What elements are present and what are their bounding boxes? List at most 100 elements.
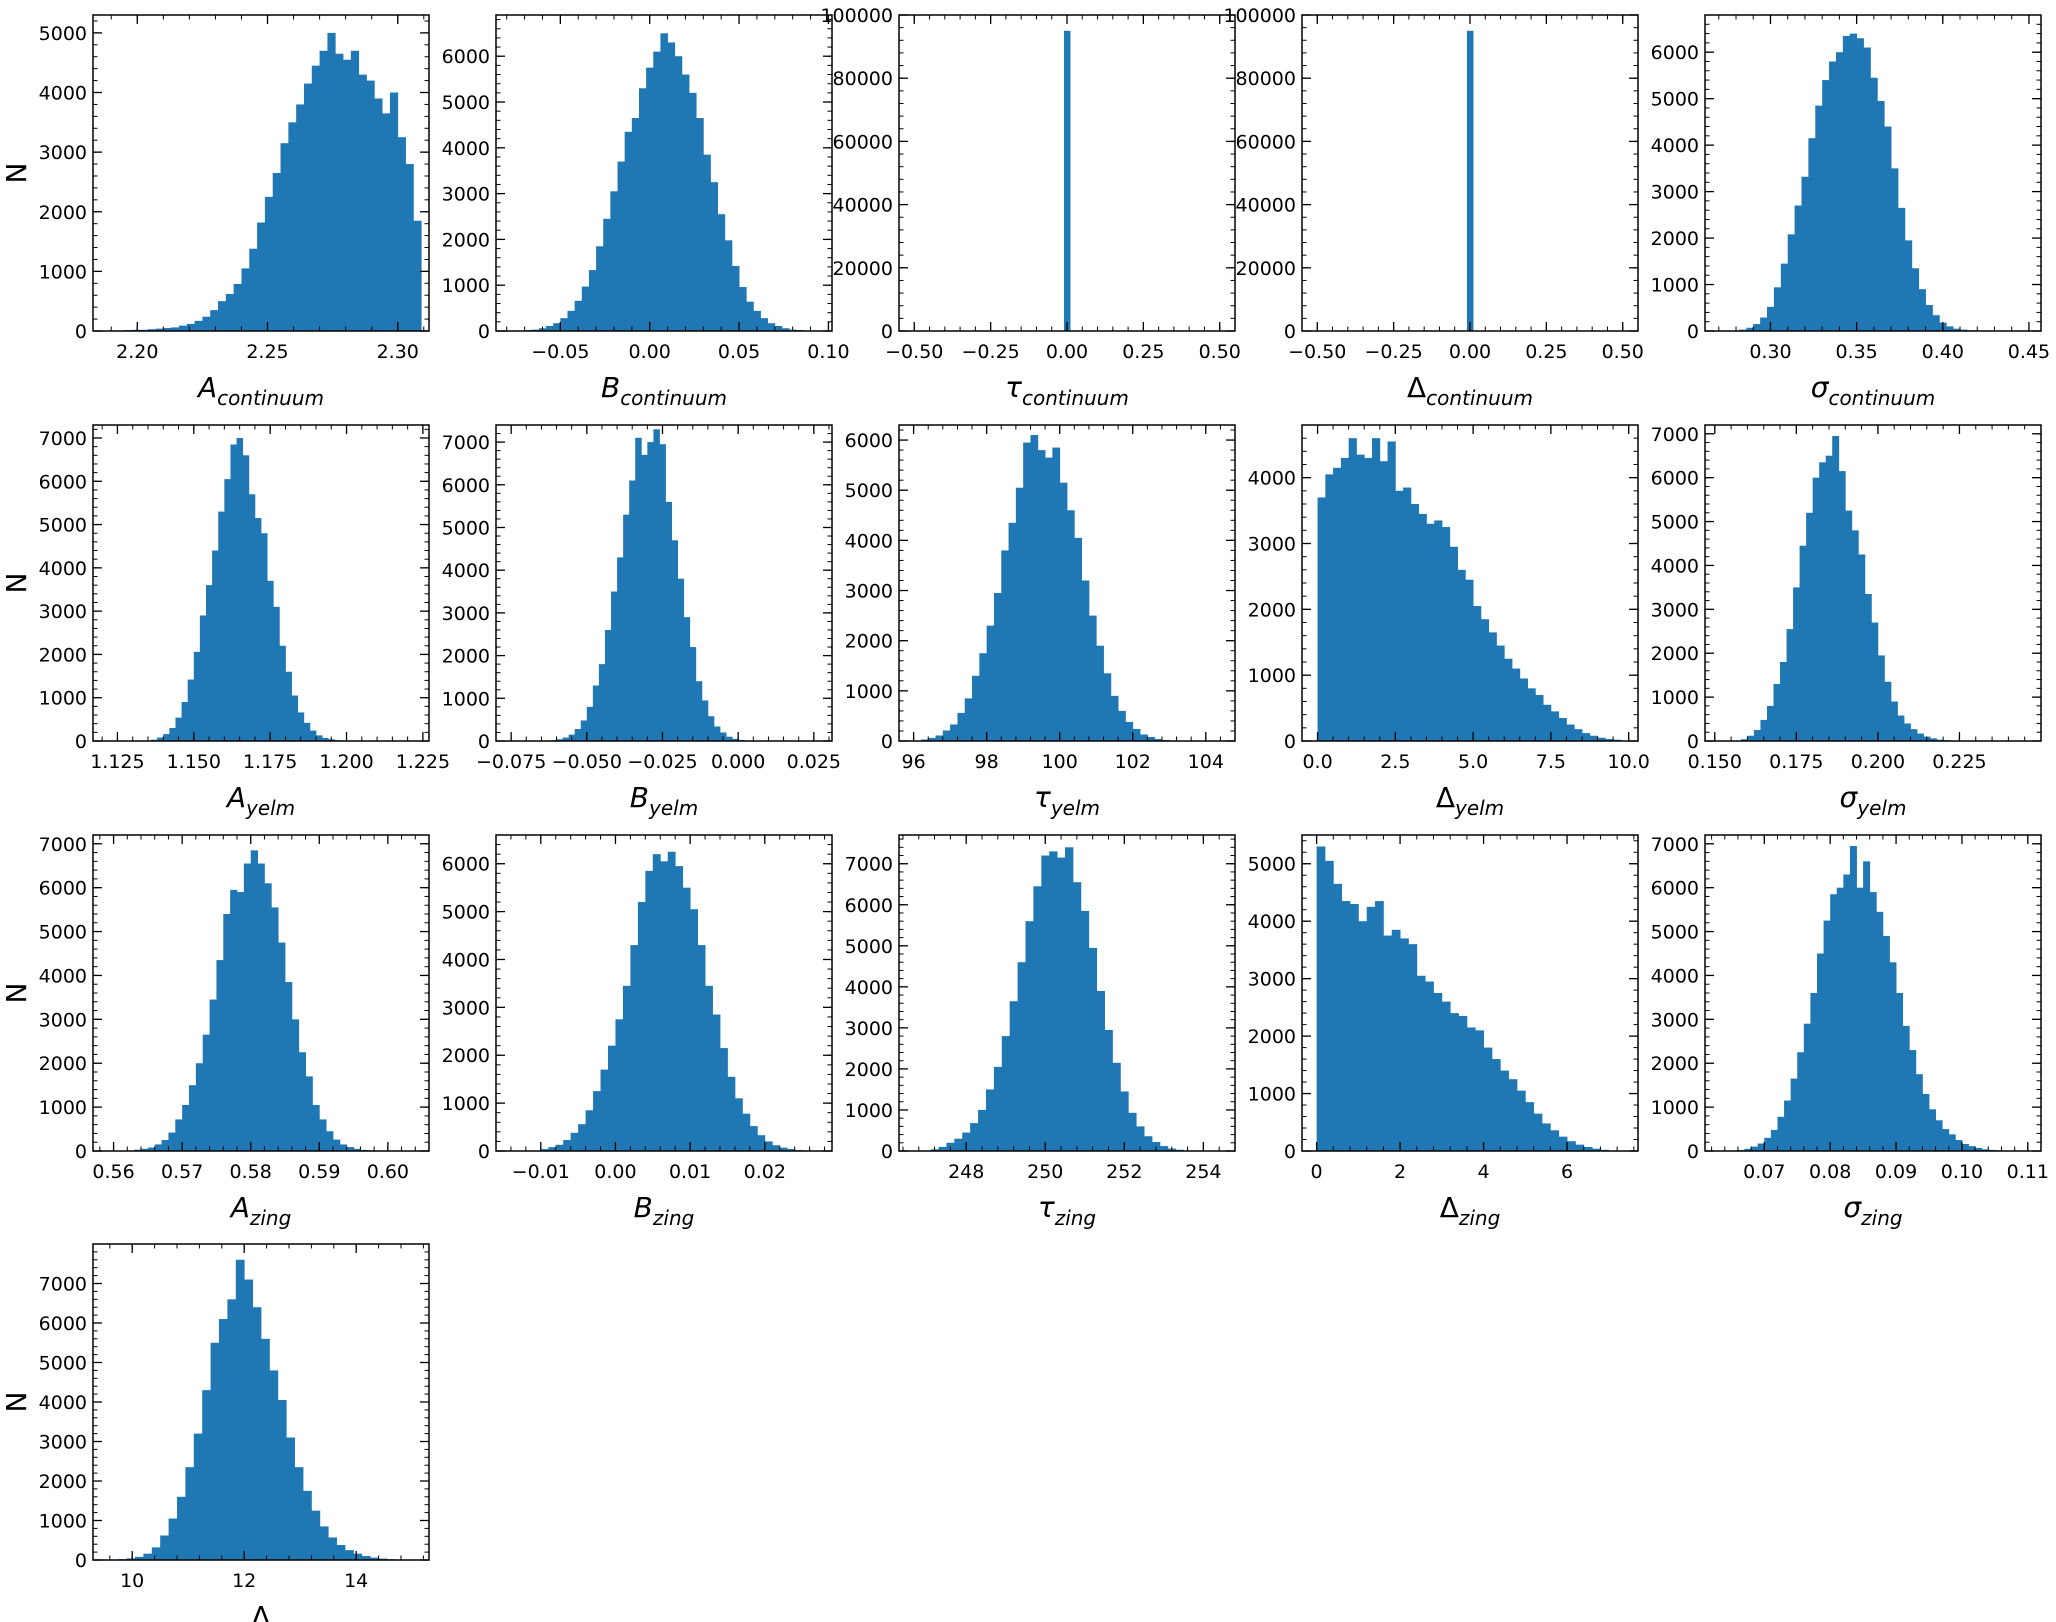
histogram-bar (250, 850, 258, 1151)
plot-frame (898, 424, 1236, 742)
histogram-bar (580, 720, 588, 741)
histogram-bar (382, 113, 391, 331)
histogram-bar (1871, 622, 1879, 741)
histogram-bar (269, 1370, 279, 1560)
histogram-bar (273, 606, 280, 741)
histogram-bar (1317, 497, 1326, 741)
y-tick-label: 0 (75, 1550, 87, 1572)
histogram-bar (288, 122, 297, 331)
histogram-bar (161, 1140, 169, 1151)
histogram-bar (556, 739, 563, 741)
histogram-bar (979, 653, 988, 741)
histogram-bar (291, 1019, 300, 1151)
y-tick-label: 1000 (442, 688, 490, 710)
y-tick-label: 3000 (39, 142, 87, 164)
histogram-bar (1442, 527, 1451, 741)
histogram-bar (241, 268, 250, 331)
histogram-bar (303, 83, 313, 331)
x-axis-label: σzing (1843, 1191, 1902, 1230)
histogram-bar (1009, 1001, 1018, 1151)
histogram-bar (1558, 1136, 1568, 1151)
histogram-bar (1753, 730, 1761, 741)
histogram-bar (193, 651, 201, 741)
plot-frame (495, 14, 833, 332)
histogram-bar (1110, 695, 1119, 741)
histogram-bar (1533, 1113, 1543, 1151)
histogram-bar (659, 444, 666, 741)
y-tick-label: 2000 (1651, 228, 1699, 250)
histogram-bar (957, 712, 966, 741)
y-tick-label: 20000 (833, 258, 893, 280)
y-tick-label: 5000 (39, 1353, 87, 1375)
histogram-bar (1080, 910, 1090, 1151)
y-tick-label: 4000 (1248, 911, 1296, 933)
histogram-bar (1449, 546, 1458, 741)
histogram-bar (1096, 990, 1105, 1151)
y-tick-label: 6000 (845, 895, 893, 917)
histogram-bar (143, 1553, 153, 1560)
x-tick-label: 0.025 (787, 751, 841, 773)
x-tick-label: 0.00 (594, 1161, 636, 1183)
histogram-bar (1780, 263, 1789, 331)
histogram-bar (727, 1076, 736, 1151)
histogram-bar (168, 1132, 176, 1151)
y-tick-label: 2000 (39, 1053, 87, 1075)
histogram-bar (298, 1052, 306, 1151)
histogram-bar (1433, 993, 1443, 1151)
histogram-bar (206, 585, 213, 741)
histogram-bar (586, 706, 594, 741)
histogram-bar (1543, 704, 1552, 741)
y-tick-label: 6000 (442, 475, 490, 497)
histogram-bar (1512, 668, 1521, 741)
y-tick-label: 1000 (39, 261, 87, 283)
y-tick-label: 3000 (1248, 969, 1296, 991)
histogram-bar (1395, 490, 1404, 741)
histogram-bar (1760, 719, 1768, 741)
histogram-bar (168, 1518, 178, 1560)
histogram-bar (1817, 953, 1824, 1151)
histogram-bar (1884, 126, 1892, 331)
histogram-bar (285, 982, 293, 1151)
histogram-bar (720, 1048, 728, 1151)
histogram-bar (1550, 711, 1560, 742)
histogram-bar (1825, 455, 1833, 741)
histogram-bar (223, 914, 231, 1151)
y-tick-label: 2000 (39, 644, 87, 666)
x-tick-label: 6 (1561, 1161, 1573, 1183)
x-tick-label: 0.000 (711, 751, 765, 773)
plot-frame (92, 14, 430, 332)
x-tick-label: 0.225 (1932, 751, 1986, 773)
y-tick-label: 2000 (39, 202, 87, 224)
x-tick-label: 0.35 (1835, 341, 1877, 363)
histogram-bar (264, 883, 272, 1151)
histogram-bar (696, 118, 704, 331)
histogram-bar (653, 51, 661, 331)
x-axis-label: Azing (229, 1191, 292, 1230)
histogram-bar (187, 679, 195, 741)
histogram-bar (374, 98, 383, 331)
y-tick-label: 0 (478, 731, 490, 753)
histogram-bar (1504, 658, 1513, 741)
histogram-bar (1147, 736, 1156, 741)
histogram-bar (175, 1119, 183, 1151)
histogram-bar (1033, 886, 1042, 1151)
x-tick-label: 250 (1027, 1161, 1063, 1183)
x-tick-label: 0.40 (1922, 341, 1964, 363)
y-tick-label: 2000 (1651, 643, 1699, 665)
x-tick-label: −0.01 (512, 1161, 570, 1183)
histogram-bar (1897, 207, 1906, 331)
x-axis-label: Bcontinuum (601, 371, 727, 410)
histogram-bar (1574, 729, 1583, 741)
y-tick-label: 1000 (39, 1511, 87, 1533)
histogram-bar (563, 1139, 572, 1151)
histogram-bar (1773, 683, 1781, 741)
y-tick-label: 7000 (442, 432, 490, 454)
y-tick-label: 0 (1687, 321, 1699, 343)
histogram-bar (962, 1132, 971, 1151)
histogram-bar (135, 1556, 144, 1560)
histogram-bar (1408, 944, 1418, 1151)
histogram-bar (326, 1131, 334, 1151)
histogram-bar (993, 1066, 1003, 1151)
histogram-bar (1065, 847, 1074, 1151)
